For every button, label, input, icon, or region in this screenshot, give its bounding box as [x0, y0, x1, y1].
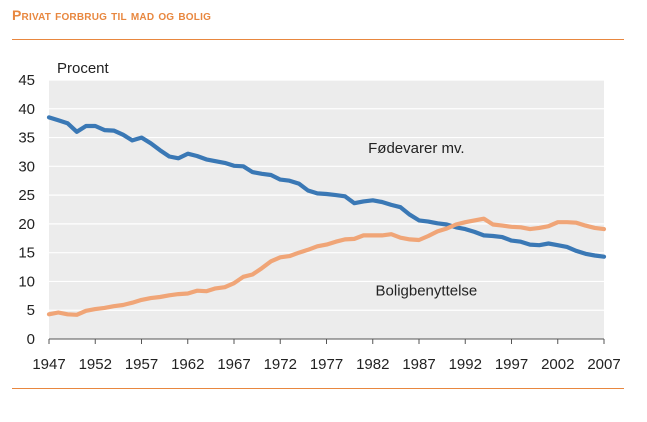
- title-rule: [12, 39, 624, 40]
- x-tick-label: 1952: [79, 356, 112, 373]
- series-annotation-2: Boligbenyttelse: [376, 282, 478, 299]
- x-tick-label: 1962: [171, 356, 204, 373]
- series-annotation-1: Fødevarer mv.: [368, 140, 464, 157]
- chart-title: Privat forbrug til mad og bolig: [12, 7, 212, 23]
- y-tick-label: 45: [18, 72, 35, 89]
- x-tick-label: 1957: [125, 356, 158, 373]
- y-tick-label: 0: [27, 331, 35, 348]
- y-tick-label: 40: [18, 101, 35, 118]
- y-axis-ticks: 0 5 10 15 20 25 30 35 40 45: [18, 72, 35, 348]
- x-tick-label: 1967: [217, 356, 250, 373]
- y-tick-label: 15: [18, 245, 35, 262]
- series-line-1: [46, 115, 607, 259]
- y-tick-label: 5: [27, 302, 35, 319]
- plot-area: [49, 80, 604, 339]
- x-tick-label: 1997: [495, 356, 528, 373]
- y-tick-label: 10: [18, 273, 35, 290]
- x-tick-label: 2002: [541, 356, 574, 373]
- series-line-2: [46, 216, 607, 317]
- gridlines: [48, 79, 605, 344]
- y-tick-label: 25: [18, 187, 35, 204]
- y-tick-label: 20: [18, 216, 35, 233]
- y-tick-label: 30: [18, 158, 35, 175]
- x-tick-label: 1977: [310, 356, 343, 373]
- series-lines: [46, 115, 607, 317]
- x-axis-ticks: 1947 1952 1957 1962 1967 1972 1977 1982 1987 1992…: [32, 356, 620, 373]
- x-tick-label: 1992: [449, 356, 482, 373]
- x-tick-label: 1947: [32, 356, 65, 373]
- y-axis-label: Procent: [57, 60, 110, 77]
- x-tick-label: 1972: [264, 356, 297, 373]
- annotations: Fødevarer mv. Boligbenyttelse: [368, 140, 477, 299]
- x-tick-label: 1987: [402, 356, 435, 373]
- footer-rule: [12, 388, 624, 389]
- x-tick-label: 1982: [356, 356, 389, 373]
- x-tick-label: 2007: [587, 356, 620, 373]
- y-tick-label: 35: [18, 130, 35, 147]
